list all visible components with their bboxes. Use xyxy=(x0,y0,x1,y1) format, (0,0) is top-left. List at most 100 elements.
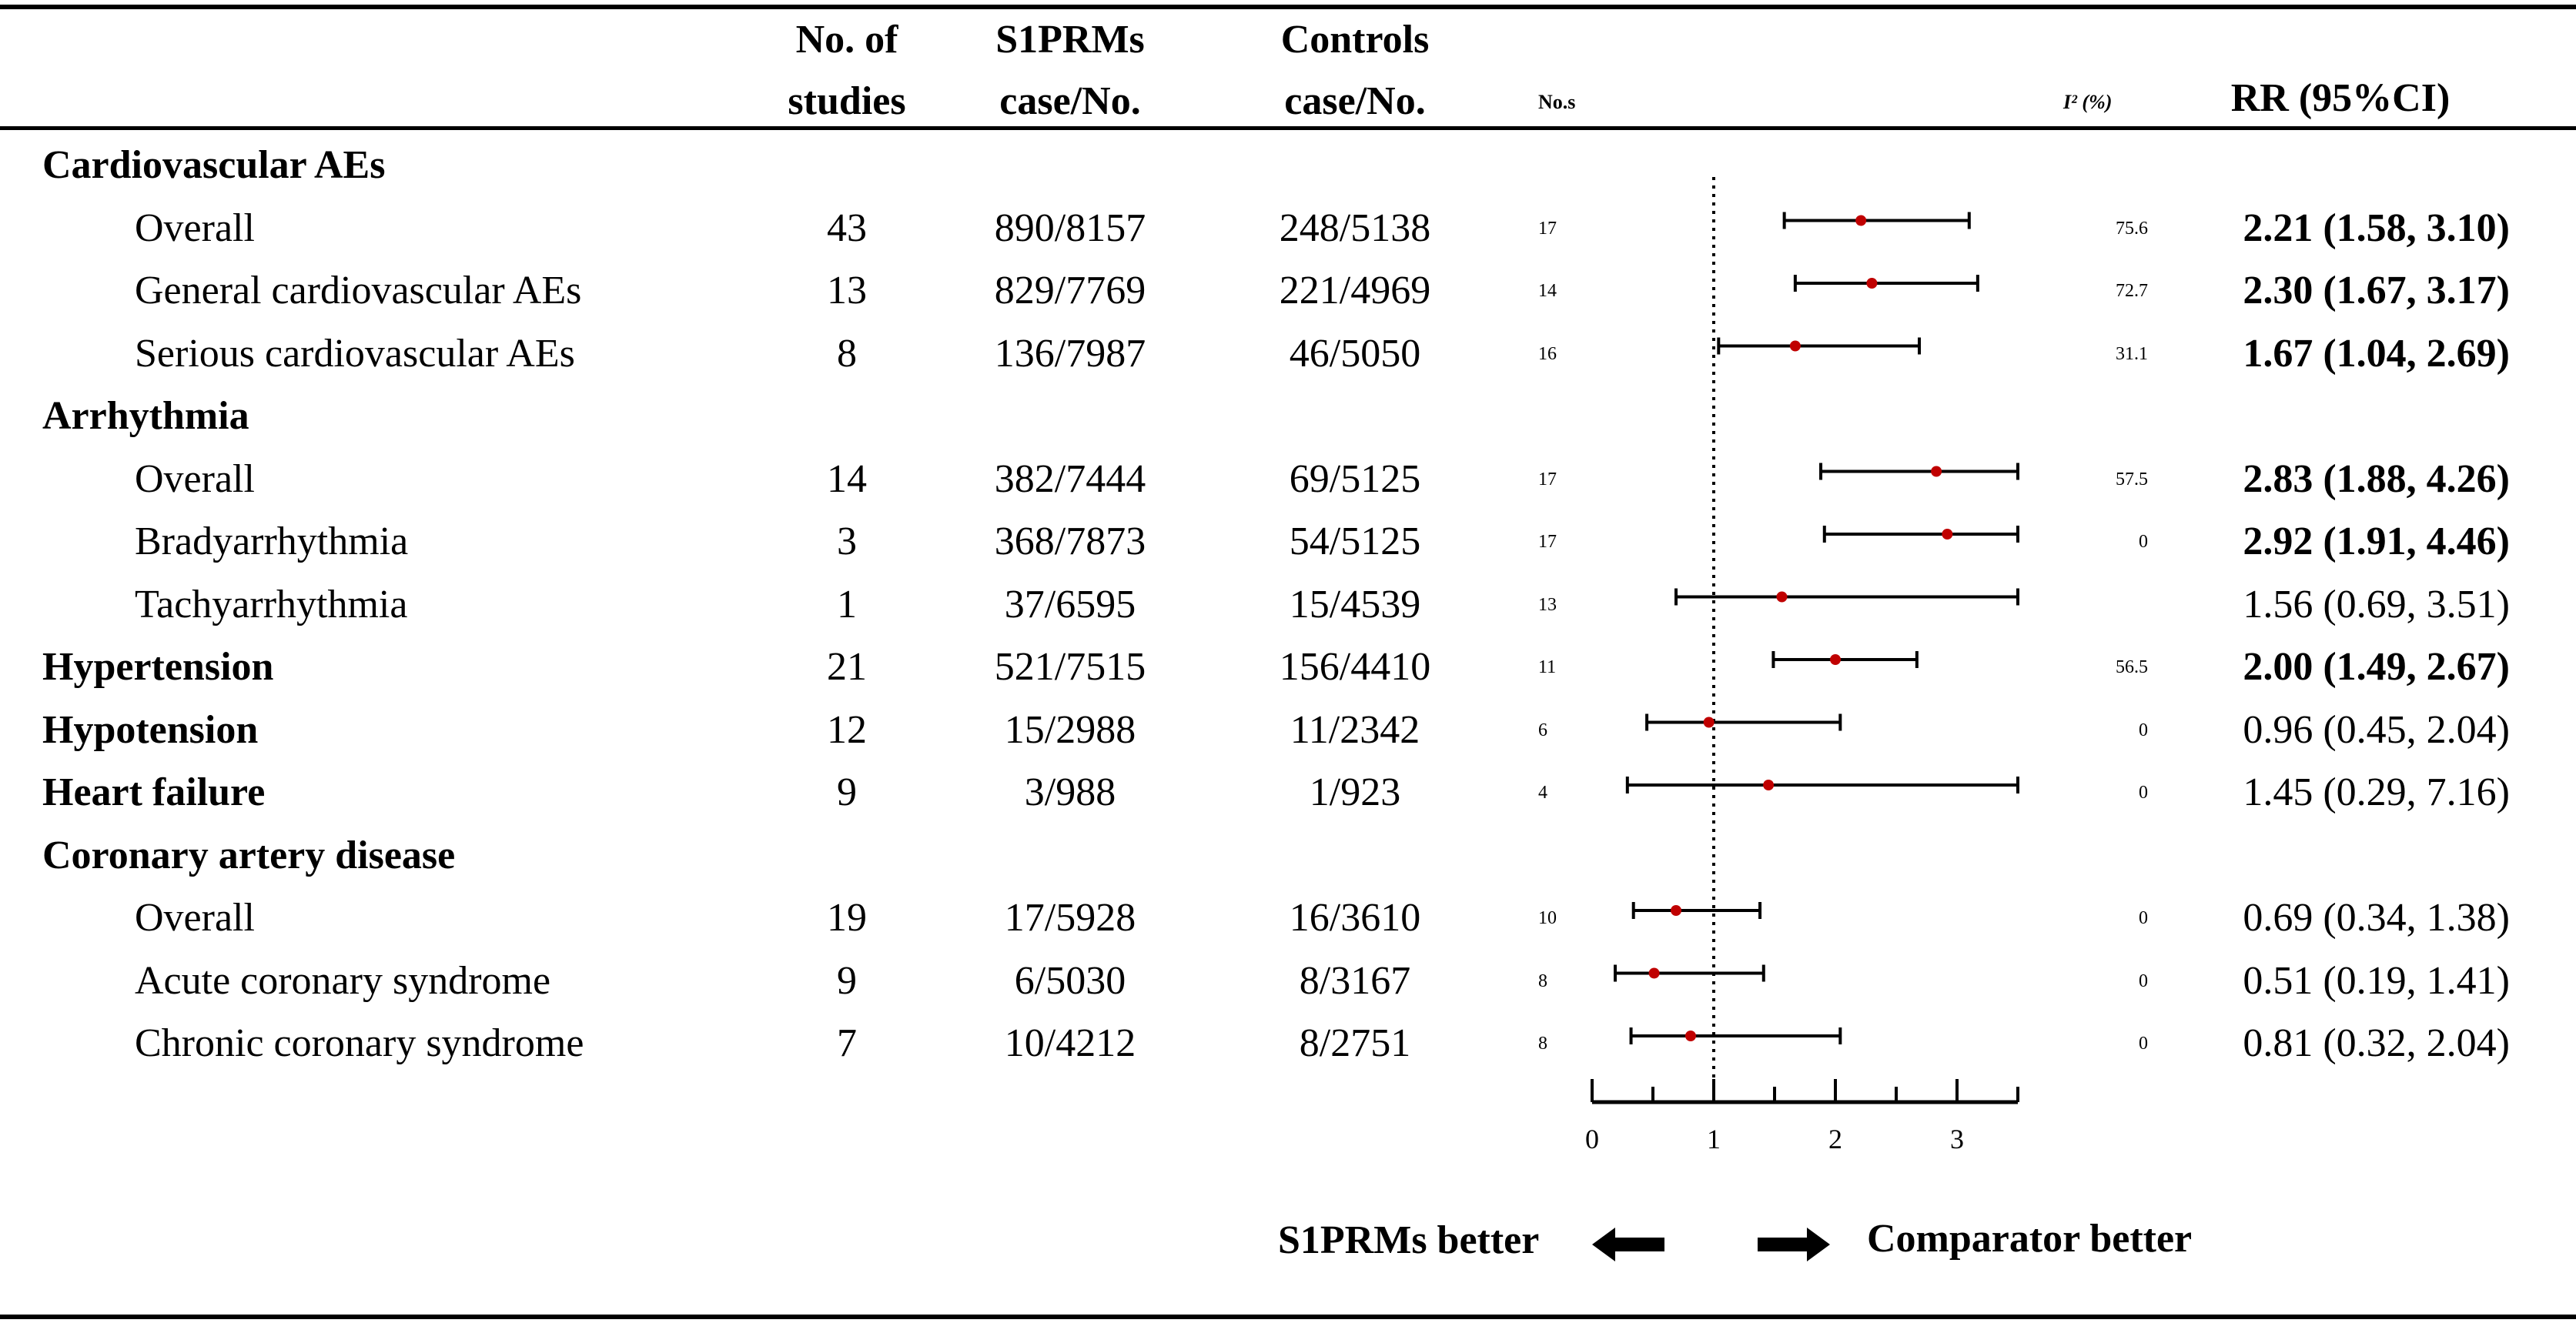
i2-value: 0 xyxy=(2139,532,2148,552)
table-row: Overall 43 890/8157 248/5138 17 75.6 2.21 (1.5… xyxy=(0,198,2576,259)
header-studies: No. of studies xyxy=(770,9,924,132)
studies-count: 3 xyxy=(837,520,857,563)
top-rule xyxy=(0,5,2576,9)
row-label: Acute coronary syndrome xyxy=(135,958,551,1003)
s1prms-cases: 136/7987 xyxy=(994,331,1146,376)
control-cases: 156/4410 xyxy=(1279,645,1431,689)
i2-value: 0 xyxy=(2139,1034,2148,1054)
row-label: Cardiovascular AEs xyxy=(42,143,386,187)
point-estimate xyxy=(1684,1031,1696,1041)
header-rr: RR (95%CI) xyxy=(2230,76,2451,120)
row-label: Arrhythmia xyxy=(42,394,249,438)
point-estimate xyxy=(1855,215,1867,226)
studies-count: 1 xyxy=(837,582,857,626)
s1prms-cases: 17/5928 xyxy=(1004,896,1136,940)
studies-count: 9 xyxy=(837,770,857,814)
table-row: Hypotension 12 15/2988 11/2342 6 0 0.96 (0.45,… xyxy=(0,700,2576,761)
left-arrow-icon xyxy=(1592,1228,1664,1261)
x-tick-label: 2 xyxy=(1828,1124,1842,1154)
studies-count: 7 xyxy=(837,1021,857,1065)
i2-value: 0 xyxy=(2139,971,2148,991)
right-arrow-icon xyxy=(1758,1228,1830,1261)
nos-score: 17 xyxy=(1538,218,1557,239)
row-label: Tachyarrhythmia xyxy=(135,582,408,626)
row-label: Overall xyxy=(135,456,255,501)
point-estimate xyxy=(1942,529,1953,540)
row-label: Coronary artery disease xyxy=(42,833,456,877)
point-estimate xyxy=(1671,905,1682,916)
nos-score: 10 xyxy=(1538,908,1557,928)
right-direction-label: Comparator better xyxy=(1867,1217,2193,1261)
row-label: Overall xyxy=(135,896,255,940)
row-label: Heart failure xyxy=(42,770,266,814)
control-cases: 248/5138 xyxy=(1279,205,1431,250)
s1prms-cases: 890/8157 xyxy=(994,205,1146,250)
x-tick-label: 3 xyxy=(1950,1124,1964,1154)
i2-value: 75.6 xyxy=(2116,218,2148,239)
control-cases: 1/923 xyxy=(1309,770,1401,814)
left-direction-label: S1PRMs better xyxy=(1278,1218,1540,1262)
header-controls-line2: case/No. xyxy=(1284,79,1426,123)
control-cases: 8/3167 xyxy=(1299,958,1411,1003)
header-rule xyxy=(0,126,2576,130)
header-s1prms: S1PRMs case/No. xyxy=(955,9,1186,132)
control-cases: 221/4969 xyxy=(1279,269,1431,312)
table-row: Coronary artery disease xyxy=(0,825,2576,887)
table-row: Heart failure 9 3/988 1/923 4 0 1.45 (0.29, 7.… xyxy=(0,762,2576,824)
s1prms-cases: 6/5030 xyxy=(1014,958,1126,1003)
row-label: General cardiovascular AEs xyxy=(135,269,582,312)
rr-ci-value: 2.83 (1.88, 4.26) xyxy=(2243,456,2510,501)
i2-value: 57.5 xyxy=(2116,469,2148,489)
studies-count: 14 xyxy=(827,456,867,501)
table-row: Overall 19 17/5928 16/3610 10 0 0.69 (0.34, 1.… xyxy=(0,887,2576,949)
s1prms-cases: 521/7515 xyxy=(994,645,1146,689)
s1prms-cases: 3/988 xyxy=(1024,770,1116,814)
s1prms-cases: 37/6595 xyxy=(1004,582,1136,626)
x-tick-label: 1 xyxy=(1707,1124,1721,1154)
header-controls-line1: Controls xyxy=(1280,18,1430,62)
row-label: Hypotension xyxy=(42,707,259,752)
rr-ci-value: 0.81 (0.32, 2.04) xyxy=(2243,1021,2510,1065)
nos-score: 16 xyxy=(1538,343,1557,364)
s1prms-cases: 10/4212 xyxy=(1004,1021,1136,1065)
nos-score: 17 xyxy=(1538,469,1557,489)
control-cases: 54/5125 xyxy=(1289,520,1421,563)
table-row: Tachyarrhythmia 1 37/6595 15/4539 13 1.56 (0.… xyxy=(0,574,2576,636)
studies-count: 21 xyxy=(827,645,867,689)
point-estimate xyxy=(1866,278,1878,289)
i2-value: 0 xyxy=(2139,720,2148,740)
control-cases: 46/5050 xyxy=(1289,331,1421,376)
s1prms-cases: 15/2988 xyxy=(1004,707,1136,752)
nos-score: 11 xyxy=(1538,657,1557,677)
table-row: Serious cardiovascular AEs 8 136/7987 46/50… xyxy=(0,323,2576,385)
header-s1prms-line2: case/No. xyxy=(999,79,1141,123)
studies-count: 19 xyxy=(827,896,867,940)
table-row: Cardiovascular AEs xyxy=(0,135,2576,196)
studies-count: 43 xyxy=(827,205,867,250)
rr-ci-value: 1.67 (1.04, 2.69) xyxy=(2243,331,2510,376)
table-row: Bradyarrhythmia 3 368/7873 54/5125 17 0 2.92 (… xyxy=(0,511,2576,573)
control-cases: 69/5125 xyxy=(1289,456,1421,501)
nos-score: 6 xyxy=(1538,720,1547,740)
row-label: Serious cardiovascular AEs xyxy=(135,331,575,376)
row-label: Hypertension xyxy=(42,645,274,689)
header-s1prms-line1: S1PRMs xyxy=(995,18,1145,62)
rr-ci-value: 2.92 (1.91, 4.46) xyxy=(2243,520,2510,563)
s1prms-cases: 382/7444 xyxy=(994,456,1146,501)
point-estimate xyxy=(1931,466,1942,477)
rr-ci-value: 1.45 (0.29, 7.16) xyxy=(2243,770,2510,814)
rr-ci-value: 2.00 (1.49, 2.67) xyxy=(2243,645,2510,689)
nos-score: 8 xyxy=(1538,1034,1547,1054)
point-estimate xyxy=(1776,591,1788,603)
table-row: Overall 14 382/7444 69/5125 17 57.5 2.83 (1.88… xyxy=(0,449,2576,510)
nos-score: 17 xyxy=(1538,532,1557,552)
rr-ci-value: 0.51 (0.19, 1.41) xyxy=(2243,958,2510,1003)
studies-count: 12 xyxy=(827,707,867,752)
header-nos: No.s xyxy=(1538,91,1576,113)
header-studies-line2: studies xyxy=(788,79,906,123)
row-label: Chronic coronary syndrome xyxy=(135,1021,584,1065)
studies-count: 8 xyxy=(837,331,857,376)
point-estimate xyxy=(1789,340,1801,352)
table-row: General cardiovascular AEs 13 829/7769 221/… xyxy=(0,260,2576,322)
nos-score: 14 xyxy=(1538,281,1557,301)
